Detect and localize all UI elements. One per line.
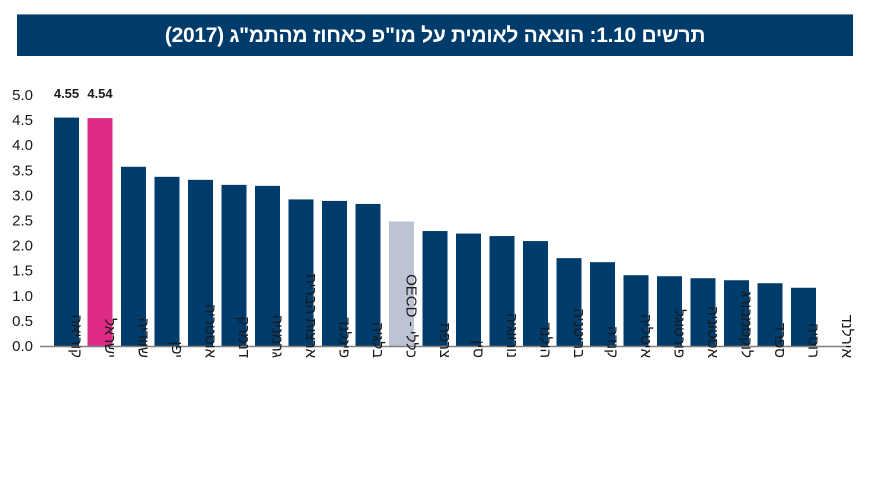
x-tick-label: בלגיה <box>369 322 386 358</box>
bar <box>154 176 180 346</box>
x-tick-label: קוריאה <box>68 314 85 358</box>
x-tick-label: יפן <box>168 341 185 358</box>
x-tick-label: אסטוניה <box>704 306 721 358</box>
x-tick-label: גרמניה <box>269 315 286 358</box>
x-tick-label: אוסטריה <box>202 304 219 359</box>
y-tick-label: 1.5 <box>12 263 33 280</box>
bar <box>188 179 213 346</box>
bar <box>690 278 716 346</box>
y-tick-label: 1.0 <box>12 288 33 305</box>
bar <box>54 117 79 346</box>
bar <box>355 203 381 346</box>
chart-title-bar: תרשים 1.10: הוצאה לאומית על מו"פ כאחוז מ… <box>17 14 853 56</box>
chart-title: תרשים 1.10: הוצאה לאומית על מו"פ כאחוז מ… <box>164 23 706 47</box>
data-label: 4.54 <box>87 86 113 101</box>
y-tick-label: 0.0 <box>12 338 33 355</box>
x-tick-label: ארצות הברית <box>302 274 319 359</box>
data-label: 4.55 <box>54 86 79 101</box>
y-tick-label: 2.0 <box>12 238 33 255</box>
y-tick-label: 4.0 <box>12 137 33 154</box>
y-tick-label: 2.5 <box>12 213 33 230</box>
x-axis-labels: קוריאה ישראל שוודיה יפן אוסטריה דנמרק גרמניה אר… <box>68 274 856 359</box>
bars <box>54 117 816 346</box>
bar <box>523 241 548 346</box>
x-tick-label: ישראל <box>101 318 118 358</box>
bar <box>456 233 481 346</box>
x-tick-label: ספרד <box>771 323 788 358</box>
x-tick-label: פורטוגל <box>671 309 688 358</box>
bar <box>791 287 816 346</box>
bar <box>623 275 649 346</box>
bar <box>87 118 113 346</box>
y-tick-label: 3.5 <box>12 162 33 179</box>
y-tick-label: 3.0 <box>12 187 33 204</box>
x-tick-label: הולנד <box>537 322 554 358</box>
x-tick-label: נורווגיה <box>503 313 520 358</box>
bar <box>556 258 582 346</box>
bar <box>322 200 347 346</box>
bar <box>121 166 146 346</box>
data-labels: 4.55 4.54 <box>54 86 114 101</box>
x-tick-label: בריטניה <box>570 308 587 358</box>
bar <box>221 184 247 346</box>
x-tick-label: רוסיה <box>805 323 822 358</box>
x-tick-label: אירלנד <box>838 315 855 359</box>
bar <box>657 276 682 346</box>
y-axis-ticks: 0.0 0.5 1.0 1.5 2.0 2.5 3.0 3.5 4.0 4.5 5.0 <box>12 87 33 355</box>
y-tick-label: 5.0 <box>12 87 33 104</box>
x-tick-label: דנמרק <box>235 317 252 358</box>
bar <box>724 280 749 346</box>
x-tick-label: צרפת <box>436 323 453 358</box>
y-tick-label: 0.5 <box>12 313 33 330</box>
bar <box>389 221 414 346</box>
x-tick-label: איטליה <box>637 314 654 359</box>
bar <box>489 236 515 346</box>
x-tick-label: פינלנד <box>336 317 353 358</box>
bar <box>590 262 615 346</box>
bar <box>422 231 448 346</box>
x-tick-label: כללי - OECD <box>403 274 420 358</box>
bar <box>757 283 783 346</box>
x-tick-label: קנדה <box>604 326 621 358</box>
x-tick-label: סין <box>470 340 487 358</box>
x-tick-label: שוודיה <box>135 318 152 358</box>
bar <box>288 199 314 346</box>
x-tick-label: לוקסמבורג <box>738 291 755 358</box>
y-tick-label: 4.5 <box>12 112 33 129</box>
bar <box>255 185 280 346</box>
